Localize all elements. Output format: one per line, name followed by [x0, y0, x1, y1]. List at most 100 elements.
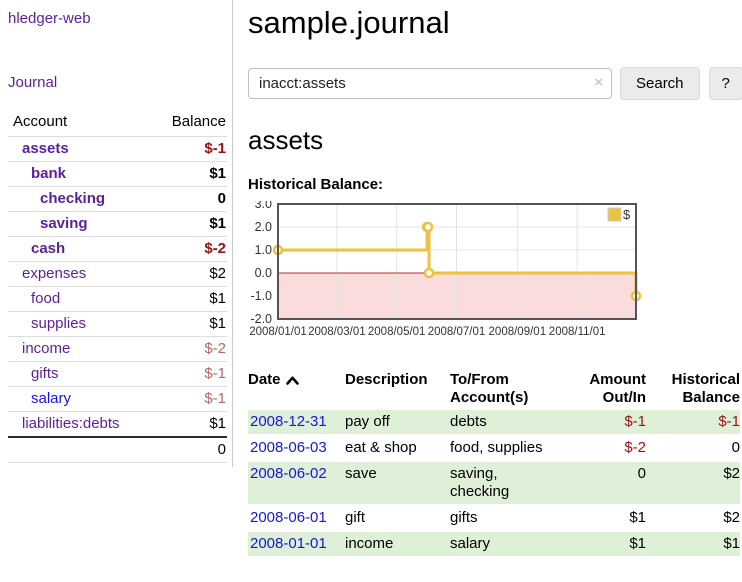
transaction-description: pay off: [345, 410, 450, 434]
transaction-date-link[interactable]: 2008-01-01: [250, 535, 327, 552]
account-balance: $-2: [150, 336, 227, 362]
account-row: bank $1: [8, 161, 227, 187]
account-link[interactable]: cash: [31, 240, 66, 257]
transaction-description: income: [345, 532, 450, 556]
account-link[interactable]: bank: [31, 165, 67, 182]
account-balance: $-1: [150, 386, 227, 412]
account-row: cash $-2: [8, 236, 227, 262]
account-link[interactable]: checking: [40, 190, 106, 207]
transaction-balance: $2: [646, 462, 740, 504]
plot-border: [277, 203, 637, 320]
search-button[interactable]: Search: [620, 67, 700, 100]
transaction-amount: $-1: [578, 410, 646, 434]
legend-swatch: [607, 207, 622, 222]
account-balance: $-2: [150, 236, 227, 262]
account-row: food $1: [8, 286, 227, 312]
account-balance: $-1: [150, 136, 227, 162]
transaction-balance: $1: [646, 532, 740, 556]
sort-ascending-icon: [285, 376, 299, 385]
account-row: liabilities:debts $1: [8, 412, 227, 438]
account-row: salary $-1: [8, 386, 227, 412]
account-balance: $1: [150, 286, 227, 312]
chart-label: Historical Balance:: [248, 176, 384, 193]
x-axis-tick-label: 2008/09/01: [489, 326, 547, 338]
accounts-header-account: Account: [8, 112, 151, 137]
account-link[interactable]: assets: [22, 140, 69, 157]
account-row: income $-2: [8, 336, 227, 362]
transaction-accounts: food, supplies: [450, 439, 543, 456]
data-point-marker: [422, 221, 434, 233]
accounts-table-body: assets $-1 bank $1 checking 0 saving $1 cash $-2 e…: [8, 136, 227, 438]
transaction-description: gift: [345, 509, 366, 526]
transaction-date-link[interactable]: 2008-06-02: [250, 465, 327, 482]
account-row: checking 0: [8, 186, 227, 212]
search-input[interactable]: [248, 68, 612, 99]
y-axis-tick-label: 2.0: [255, 220, 272, 234]
accounts-header-balance: Balance: [150, 112, 227, 137]
transaction-date-link[interactable]: 2008-06-01: [250, 509, 327, 526]
transaction-accounts: gifts: [450, 509, 478, 526]
register-row: 2008-06-02 save saving, checking 0 $2: [248, 462, 740, 504]
balance-chart: $3.0 2.0 1.0 0.0 -1.0 -2.0 2008/01/01 2008/03/0…: [248, 197, 742, 348]
register-row: 2008-12-31 pay off debts $-1 $-1: [248, 410, 740, 434]
account-link[interactable]: liabilities:debts: [22, 415, 120, 432]
help-button[interactable]: ?: [708, 67, 742, 100]
register-row: 2008-06-01 gift gifts $1 $2: [248, 506, 740, 530]
search-box: ×: [248, 68, 612, 99]
accounts-total-value: 0: [8, 436, 227, 463]
transaction-date-link[interactable]: 2008-06-03: [250, 439, 327, 456]
register-table-body: 2008-12-31 pay off debts $-1 $-1 2008-06-03 ea…: [248, 410, 740, 556]
transaction-description: eat & shop: [345, 439, 417, 456]
accounts-header-row: Account Balance: [8, 112, 227, 137]
register-header-date-label: Date: [248, 371, 281, 388]
transaction-amount: $1: [629, 509, 646, 526]
register-header-amount: Amount Out/In: [589, 371, 646, 406]
register-row: 2008-06-03 eat & shop food, supplies $-2 0: [248, 436, 740, 460]
accounts-panel: Account Balance assets $-1 bank $1 checking 0…: [8, 112, 227, 463]
accounts-table: Account Balance assets $-1 bank $1 checking 0…: [8, 112, 227, 463]
x-axis-tick-label: 2008/11/01: [549, 326, 606, 338]
account-balance: $1: [150, 161, 227, 187]
register-table: Date Description To/From Account(s) Amou…: [248, 368, 740, 558]
transaction-balance: $2: [723, 509, 740, 526]
transaction-amount: 0: [578, 462, 646, 504]
sidebar-nav: Journal: [8, 74, 227, 92]
y-axis-tick-label: 3.0: [255, 201, 272, 211]
sidebar-item-journal[interactable]: Journal: [8, 74, 58, 91]
legend-label: $: [623, 207, 631, 222]
account-row: gifts $-1: [8, 361, 227, 387]
account-link[interactable]: gifts: [31, 365, 59, 382]
register-header-date[interactable]: Date: [248, 370, 345, 408]
account-link[interactable]: saving: [40, 215, 88, 232]
register-header-balance: Historical Balance: [671, 371, 740, 406]
register-row: 2008-01-01 income salary $1 $1: [248, 532, 740, 556]
x-axis-tick-label: 2008/07/01: [428, 326, 486, 338]
account-row: saving $1: [8, 211, 227, 237]
account-link[interactable]: supplies: [31, 315, 87, 332]
account-balance: $1: [150, 211, 227, 237]
account-link[interactable]: income: [22, 340, 71, 357]
x-axis-tick-label: 2008/03/01: [308, 326, 366, 338]
account-balance: $-1: [150, 361, 227, 387]
account-balance: $1: [150, 311, 227, 337]
app-brand-link[interactable]: hledger-web: [8, 10, 91, 27]
data-point-marker: [423, 267, 435, 279]
x-axis-tick-label: 2008/05/01: [368, 326, 426, 338]
register-header-row: Date Description To/From Account(s) Amou…: [248, 370, 740, 408]
account-balance: $2: [150, 261, 227, 287]
account-link[interactable]: expenses: [22, 265, 87, 282]
accounts-total-row: 0: [8, 436, 227, 463]
y-axis-tick-label: 0.0: [255, 266, 272, 280]
x-axis-tick-label: 2008/01/01: [249, 326, 307, 338]
account-link[interactable]: salary: [31, 390, 72, 407]
transaction-date-link[interactable]: 2008-12-31: [250, 413, 327, 430]
account-balance: 0: [150, 186, 227, 212]
register-header-description: Description: [345, 371, 428, 388]
transaction-accounts: salary: [450, 532, 578, 556]
sidebar: hledger-web Journal Account Balance asse…: [0, 0, 233, 467]
page-title: sample.journal: [248, 5, 450, 40]
clear-search-icon[interactable]: ×: [594, 74, 603, 91]
account-link[interactable]: food: [31, 290, 61, 307]
